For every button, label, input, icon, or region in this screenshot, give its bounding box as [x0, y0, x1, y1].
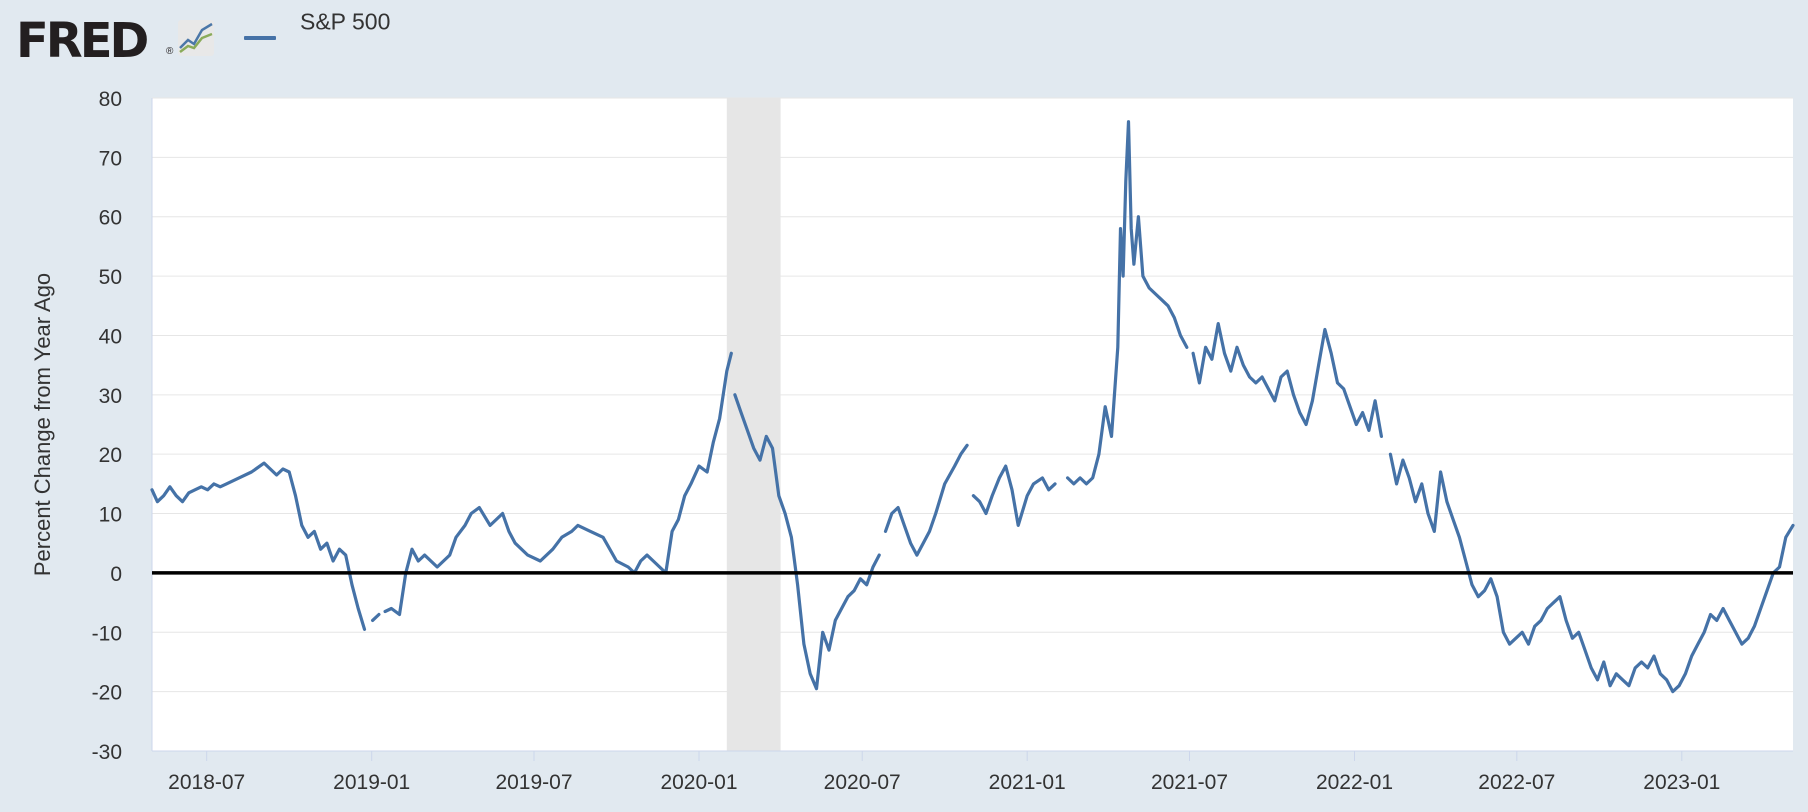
- x-tick-label: 2019-01: [333, 771, 410, 794]
- y-tick-label: 80: [99, 88, 122, 111]
- y-tick-label: -20: [92, 682, 122, 705]
- y-tick-label: 40: [99, 325, 122, 348]
- x-tick-label: 2023-01: [1643, 771, 1720, 794]
- series-line-segment: [883, 443, 969, 557]
- y-tick-label: 10: [99, 504, 122, 527]
- legend-label[interactable]: S&P 500: [300, 8, 391, 35]
- series-line-segment: [971, 464, 1057, 528]
- recession-shading: [726, 98, 781, 751]
- y-tick-label: 20: [99, 444, 122, 467]
- x-tick-label: 2022-01: [1316, 771, 1393, 794]
- x-tick-label: 2021-01: [989, 771, 1066, 794]
- y-tick-label: 50: [99, 266, 122, 289]
- y-tick-label: -30: [92, 741, 122, 764]
- x-tick-label: 2020-07: [824, 771, 901, 794]
- header: FRED ®: [16, 13, 516, 69]
- series-line-segment: [1191, 322, 1384, 438]
- fred-logo[interactable]: FRED: [16, 13, 149, 69]
- series-line-segment: [733, 393, 881, 691]
- series-s-p-500: [150, 120, 1795, 694]
- series-line-segment: [1388, 452, 1795, 694]
- plot-area: [152, 98, 1793, 751]
- y-axis-title: Percent Change from Year Ago: [30, 273, 55, 576]
- y-tick-label: 70: [99, 147, 122, 170]
- series-line-segment: [383, 351, 733, 617]
- x-tick-label: 2021-07: [1151, 771, 1228, 794]
- series-line-segment: [150, 461, 367, 631]
- registered-mark: ®: [166, 46, 174, 57]
- y-tick-label: -10: [92, 622, 122, 645]
- x-tick-label: 2018-07: [168, 771, 245, 794]
- x-tick-label: 2020-01: [660, 771, 737, 794]
- series-line-segment: [371, 612, 381, 623]
- series-line-segment: [1065, 120, 1189, 486]
- y-tick-label: 60: [99, 207, 122, 230]
- x-tick-label: 2022-07: [1478, 771, 1555, 794]
- line-chart-icon: [178, 20, 214, 56]
- legend-swatch: [244, 36, 276, 40]
- y-tick-label: 0: [110, 563, 122, 586]
- x-tick-label: 2019-07: [495, 771, 572, 794]
- y-tick-label: 30: [99, 385, 122, 408]
